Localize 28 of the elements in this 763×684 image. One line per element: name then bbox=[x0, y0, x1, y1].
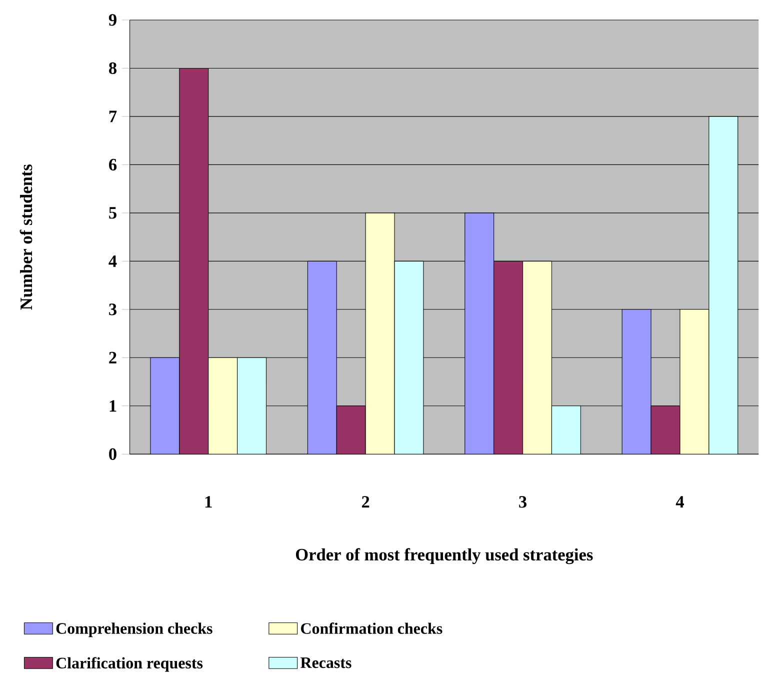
bar bbox=[494, 261, 524, 454]
bar bbox=[551, 406, 581, 454]
bar bbox=[708, 116, 738, 454]
legend-label: Clarification requests bbox=[56, 657, 203, 672]
legend-label: Comprehension checks bbox=[56, 622, 212, 638]
y-tick-label: 9 bbox=[108, 14, 116, 26]
y-tick-label: 2 bbox=[109, 352, 116, 364]
y-tick-label: 4 bbox=[108, 256, 117, 268]
y-tick-label: 3 bbox=[109, 304, 116, 316]
y-tick-label: 6 bbox=[109, 159, 117, 171]
x-tick-label: 3 bbox=[519, 496, 526, 508]
y-tick-label: 0 bbox=[109, 448, 116, 460]
y-tick-label: 1 bbox=[110, 400, 116, 412]
y-tick-label: 8 bbox=[109, 62, 116, 74]
bar bbox=[237, 358, 267, 454]
y-tick-label: 7 bbox=[109, 110, 117, 122]
bar bbox=[394, 261, 424, 454]
legend-label: Recasts bbox=[300, 658, 352, 668]
x-tick-label: 2 bbox=[362, 496, 370, 508]
legend-label: Confirmation checks bbox=[301, 622, 442, 634]
y-axis-title: Number of students bbox=[20, 164, 32, 310]
bar bbox=[650, 406, 680, 454]
x-tick-label: 1 bbox=[205, 496, 212, 508]
bar bbox=[179, 68, 209, 454]
y-tick-label: 5 bbox=[109, 207, 116, 219]
x-axis-title: Order of most frequently used strategies bbox=[296, 548, 593, 564]
bar bbox=[336, 406, 366, 454]
x-tick-label: 4 bbox=[676, 496, 684, 508]
